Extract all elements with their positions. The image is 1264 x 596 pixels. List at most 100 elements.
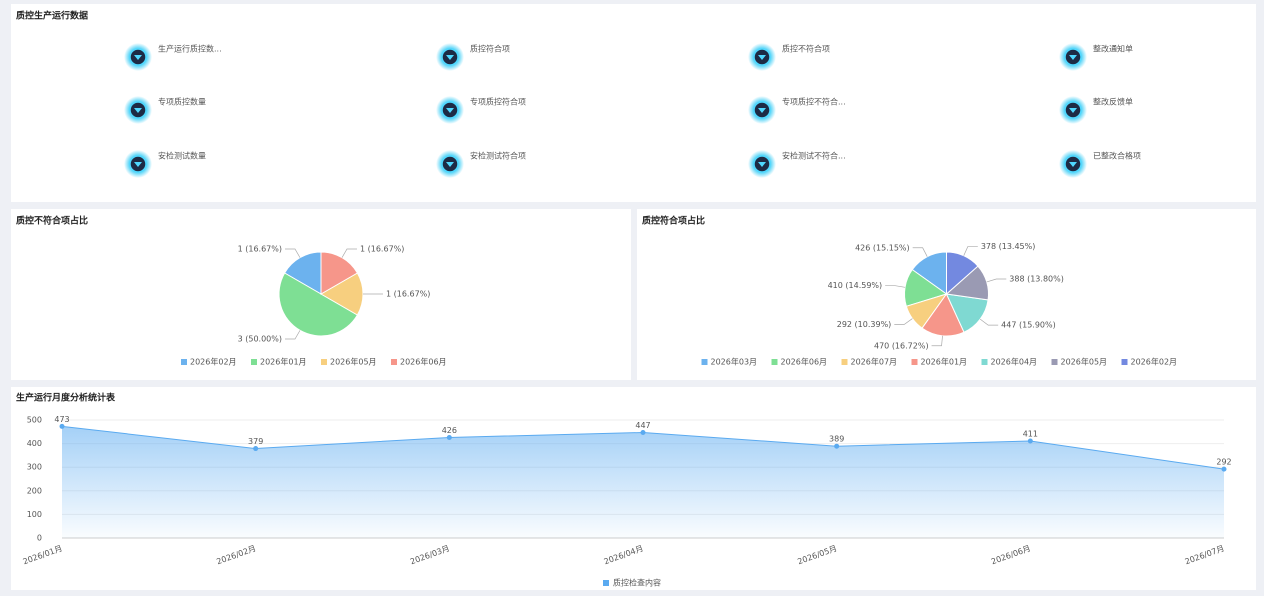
legend-swatch (841, 359, 848, 365)
data-label: 292 (1216, 458, 1231, 467)
icon-glyph (134, 162, 142, 167)
legend-swatch (701, 359, 708, 365)
legend-label: 2026年05月 (1061, 357, 1108, 367)
legend-label: 2026年02月 (1131, 357, 1178, 367)
slice-label: 426 (15.15%) (855, 243, 910, 252)
stat-label: 整改反馈单 (1093, 97, 1133, 107)
stat-label: 质控符合项 (470, 44, 510, 54)
point (446, 434, 452, 440)
data-label: 447 (635, 421, 650, 430)
point (59, 423, 65, 429)
leader-line (285, 330, 301, 340)
legend-label: 2026年01月 (260, 357, 307, 367)
pie-slice (283, 251, 322, 295)
chart-title: 生产运行月度分析统计表 (16, 392, 116, 404)
stat-label: 安检测试不符合... (782, 151, 846, 161)
stat-label: 专项质控不符合... (782, 97, 846, 107)
legend-label: 质控检查内容 (613, 578, 661, 588)
legend-swatch (181, 359, 187, 365)
leader-line (285, 248, 301, 258)
y-tick-label: 0 (37, 534, 42, 543)
leader-line (912, 247, 928, 257)
point (640, 430, 646, 436)
stat-label: 已整改合格项 (1093, 151, 1141, 161)
data-label: 379 (248, 437, 263, 446)
y-tick-label: 400 (27, 439, 42, 448)
y-tick-label: 300 (27, 463, 42, 472)
data-label: 473 (54, 415, 69, 424)
leader-line (341, 248, 357, 258)
pie-slice (946, 251, 979, 296)
icon-glyph (134, 108, 142, 113)
pie-slice (921, 293, 965, 337)
stat-label: 安检测试数量 (158, 151, 206, 161)
leader-line (979, 318, 999, 326)
data-label: 389 (829, 435, 844, 444)
icon-glyph (1069, 108, 1077, 113)
stat-label: 生产运行质控数... (158, 44, 222, 54)
icon-glyph (446, 108, 454, 113)
leader-line (986, 278, 1007, 283)
stat-label: 专项质控符合项 (470, 97, 526, 107)
icon-glyph (446, 55, 454, 60)
icon-glyph (134, 55, 142, 60)
stat-label: 整改通知单 (1093, 44, 1133, 54)
point (834, 443, 840, 449)
legend-label: 2026年01月 (921, 357, 968, 367)
pie-slice (278, 272, 359, 337)
panel (11, 4, 1256, 202)
point (1221, 466, 1227, 472)
icon-glyph (1069, 162, 1077, 167)
legend-swatch (981, 359, 988, 365)
pie-slice (320, 272, 364, 316)
legend-swatch (391, 359, 397, 365)
y-tick-label: 100 (27, 510, 42, 519)
icon-glyph (446, 162, 454, 167)
icon-glyph (1069, 55, 1077, 60)
slice-label: 410 (14.59%) (828, 281, 883, 290)
legend-label: 2026年05月 (330, 357, 377, 367)
chart-title: 质控符合项占比 (642, 215, 705, 227)
slice-label: 378 (13.45%) (981, 242, 1036, 251)
legend-label: 2026年02月 (190, 357, 237, 367)
data-label: 426 (442, 426, 457, 435)
legend-swatch (1121, 359, 1128, 365)
chart-title: 质控不符合项占比 (16, 215, 88, 227)
icon-glyph (758, 108, 766, 113)
data-label: 411 (1023, 430, 1038, 439)
stat-label: 专项质控数量 (158, 97, 206, 107)
legend-swatch (771, 359, 778, 365)
slice-label: 470 (16.72%) (874, 341, 929, 350)
legend-label: 2026年04月 (991, 357, 1038, 367)
area (62, 426, 1224, 538)
slice-label: 447 (15.90%) (1001, 321, 1056, 330)
icon-glyph (758, 162, 766, 167)
icon-glyph (758, 55, 766, 60)
legend-label: 2026年03月 (711, 357, 758, 367)
legend-swatch (1051, 359, 1058, 365)
y-tick-label: 200 (27, 486, 42, 495)
pie-slice (320, 251, 359, 295)
legend-label: 2026年06月 (400, 357, 447, 367)
slice-label: 1 (16.67%) (238, 244, 282, 253)
slice-label: 1 (16.67%) (386, 290, 430, 299)
point (253, 446, 259, 452)
legend-swatch (321, 359, 327, 365)
point (1027, 438, 1033, 444)
panel-title: 质控生产运行数据 (16, 10, 88, 22)
slice-label: 292 (10.39%) (837, 320, 892, 329)
leader-line (894, 318, 913, 325)
legend-swatch (603, 580, 609, 586)
legend-label: 2026年06月 (781, 357, 828, 367)
stat-label: 安检测试符合项 (470, 151, 526, 161)
leader-line (963, 246, 978, 256)
slice-label: 388 (13.80%) (1009, 275, 1064, 284)
legend-label: 2026年07月 (851, 357, 898, 367)
leader-line (931, 335, 943, 347)
leader-line (885, 285, 906, 288)
slice-label: 1 (16.67%) (360, 244, 404, 253)
legend-swatch (251, 359, 257, 365)
stat-label: 质控不符合项 (782, 44, 830, 54)
